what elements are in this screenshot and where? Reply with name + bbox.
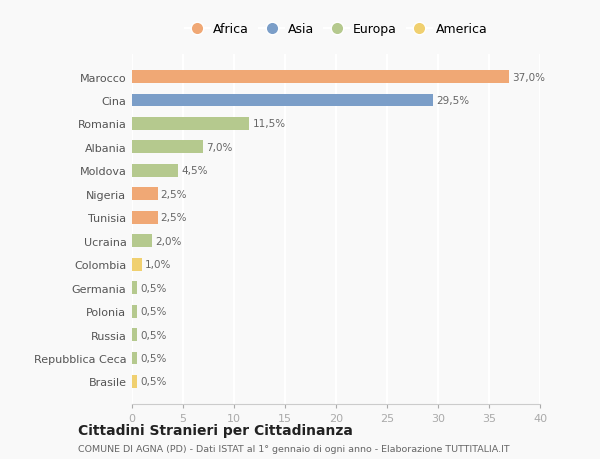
Text: 11,5%: 11,5% [253,119,286,129]
Text: 37,0%: 37,0% [512,73,545,82]
Bar [132,352,137,364]
Bar [132,258,142,271]
Text: 2,0%: 2,0% [155,236,182,246]
Text: 1,0%: 1,0% [145,260,172,269]
Bar [132,141,203,154]
Text: 29,5%: 29,5% [436,96,469,106]
Bar [132,281,137,294]
Bar [132,165,178,178]
Text: 2,5%: 2,5% [161,213,187,223]
Bar [132,71,509,84]
Text: Cittadini Stranieri per Cittadinanza: Cittadini Stranieri per Cittadinanza [78,423,353,437]
Bar [132,375,137,388]
Text: COMUNE DI AGNA (PD) - Dati ISTAT al 1° gennaio di ogni anno - Elaborazione TUTTI: COMUNE DI AGNA (PD) - Dati ISTAT al 1° g… [78,444,509,453]
Bar [132,211,157,224]
Text: 0,5%: 0,5% [140,353,167,363]
Legend: Africa, Asia, Europa, America: Africa, Asia, Europa, America [181,19,491,40]
Text: 0,5%: 0,5% [140,330,167,340]
Text: 4,5%: 4,5% [181,166,208,176]
Bar [132,305,137,318]
Text: 0,5%: 0,5% [140,377,167,386]
Text: 0,5%: 0,5% [140,283,167,293]
Bar [132,235,152,248]
Text: 0,5%: 0,5% [140,307,167,316]
Bar [132,95,433,107]
Text: 7,0%: 7,0% [206,143,233,152]
Bar [132,328,137,341]
Text: 2,5%: 2,5% [161,190,187,199]
Bar [132,118,250,131]
Bar [132,188,157,201]
